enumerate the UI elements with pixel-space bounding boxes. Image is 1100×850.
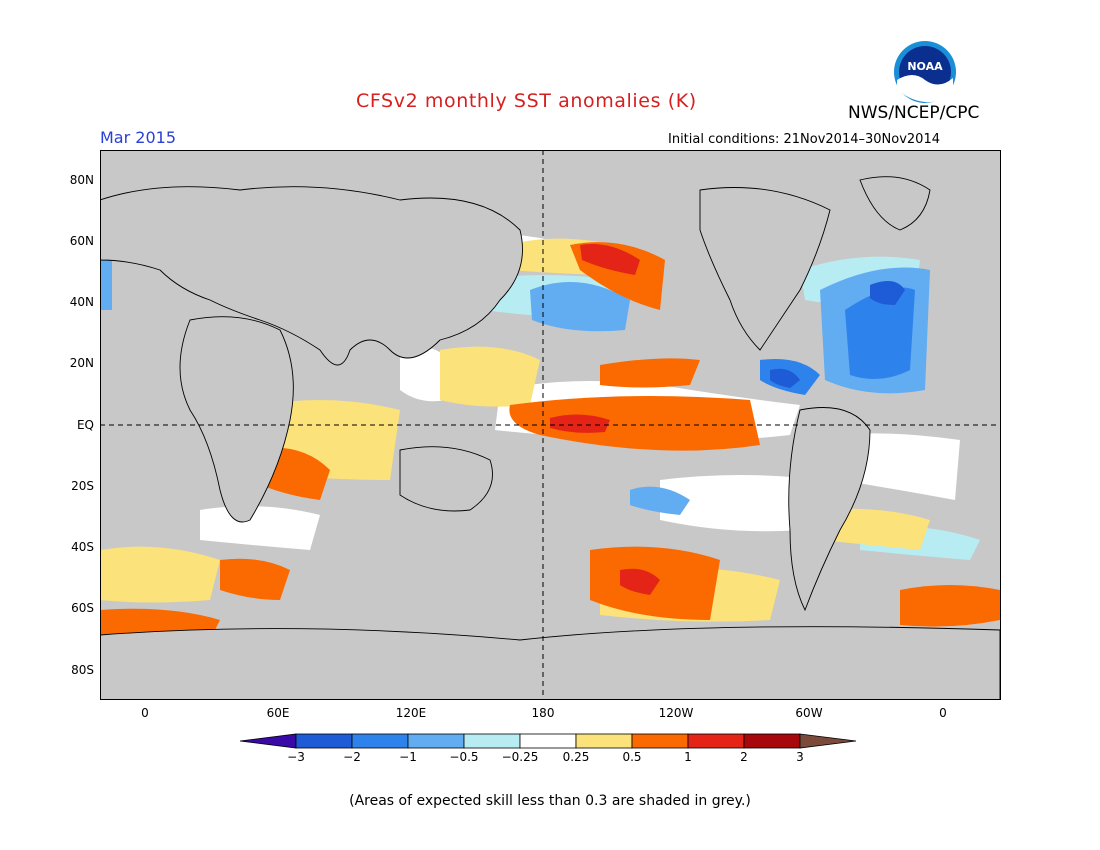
colorbar-label: 3 xyxy=(796,750,804,764)
lat-label: EQ xyxy=(76,418,94,432)
strong-negative-regions xyxy=(770,281,905,388)
lat-label: 80S xyxy=(71,663,94,677)
colorbar xyxy=(240,733,857,749)
lon-label: 120W xyxy=(658,706,694,720)
noaa-logo: NOAA xyxy=(894,41,956,103)
colorbar-segment xyxy=(407,733,465,749)
lat-label: 60N xyxy=(69,234,94,248)
lat-label: 20S xyxy=(71,479,94,493)
forecast-month: Mar 2015 xyxy=(100,128,176,147)
colorbar-label: −0.5 xyxy=(449,750,479,764)
lon-label: 60E xyxy=(266,706,290,720)
colorbar-label: −0.25 xyxy=(501,750,539,764)
colorbar-segment xyxy=(575,733,633,749)
colorbar-label: −3 xyxy=(287,750,305,764)
strong-positive-regions xyxy=(550,244,660,595)
lat-label: 60S xyxy=(71,601,94,615)
colorbar-label: 1 xyxy=(684,750,692,764)
lat-label: 40N xyxy=(69,295,94,309)
lon-label: 0 xyxy=(141,706,149,720)
colorbar-segment xyxy=(240,733,297,749)
lon-label: 120E xyxy=(395,706,427,720)
lat-label: 80N xyxy=(69,173,94,187)
logo-text: NOAA xyxy=(907,60,943,73)
lat-label: 20N xyxy=(69,356,94,370)
colorbar-segment xyxy=(631,733,689,749)
colorbar-segment xyxy=(351,733,409,749)
colorbar-segment xyxy=(463,733,521,749)
colorbar-label: −2 xyxy=(343,750,361,764)
colorbar-label: −1 xyxy=(399,750,417,764)
continent-outlines xyxy=(100,176,1001,700)
skill-footnote: (Areas of expected skill less than 0.3 a… xyxy=(349,793,751,809)
initial-conditions: Initial conditions: 21Nov2014–30Nov2014 xyxy=(668,132,940,147)
colorbar-segment xyxy=(687,733,745,749)
sst-anomaly-map xyxy=(100,150,1001,700)
colorbar-label: 0.5 xyxy=(622,750,642,764)
lon-label: 60W xyxy=(795,706,823,720)
colorbar-segment xyxy=(799,733,857,749)
colorbar-segment xyxy=(743,733,801,749)
colorbar-segment xyxy=(519,733,577,749)
lon-label: 0 xyxy=(939,706,947,720)
lon-label: 180 xyxy=(531,706,555,720)
moderate-negative-regions xyxy=(760,287,915,395)
colorbar-segment xyxy=(295,733,353,749)
agency-label: NWS/NCEP/CPC xyxy=(848,103,980,123)
colorbar-label: 2 xyxy=(740,750,748,764)
colorbar-label: 0.25 xyxy=(562,750,590,764)
map-title: CFSv2 monthly SST anomalies (K) xyxy=(356,90,697,112)
lat-label: 40S xyxy=(71,540,94,554)
